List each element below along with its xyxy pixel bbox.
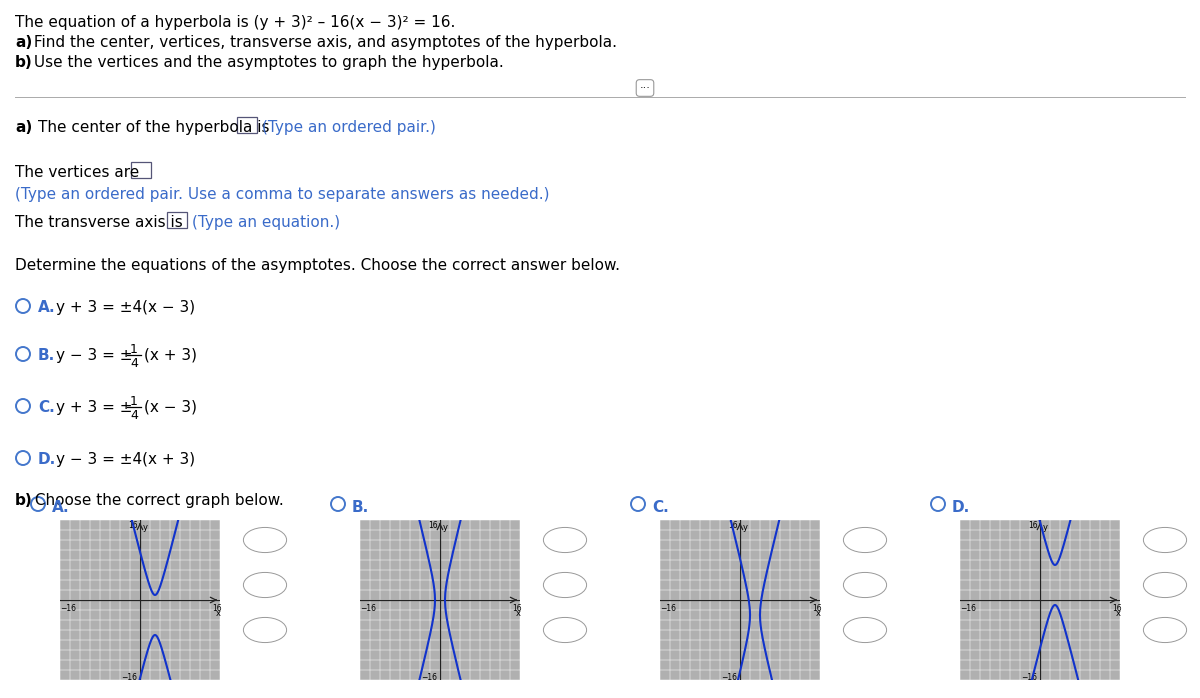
Text: y + 3 = ±: y + 3 = ± — [56, 400, 132, 415]
Text: (Type an equation.): (Type an equation.) — [192, 215, 340, 230]
Text: The equation of a hyperbola is (y + 3)² – 16(x − 3)² = 16.: The equation of a hyperbola is (y + 3)² … — [14, 15, 455, 30]
Text: 1: 1 — [130, 343, 138, 356]
Text: (x − 3): (x − 3) — [144, 400, 197, 415]
Text: C.: C. — [38, 400, 55, 415]
Text: Use the vertices and the asymptotes to graph the hyperbola.: Use the vertices and the asymptotes to g… — [29, 55, 504, 70]
Text: Determine the equations of the asymptotes. Choose the correct answer below.: Determine the equations of the asymptote… — [14, 258, 620, 273]
Text: y + 3 = ±4(x − 3): y + 3 = ±4(x − 3) — [56, 300, 196, 315]
Text: Find the center, vertices, transverse axis, and asymptotes of the hyperbola.: Find the center, vertices, transverse ax… — [29, 35, 617, 50]
Text: −16: −16 — [60, 604, 76, 613]
Text: The transverse axis is: The transverse axis is — [14, 215, 182, 230]
Text: a): a) — [14, 120, 32, 135]
Text: y: y — [743, 523, 748, 531]
Text: −16: −16 — [960, 604, 976, 613]
Text: y − 3 = ±4(x + 3): y − 3 = ±4(x + 3) — [56, 452, 196, 467]
Text: 16: 16 — [212, 604, 222, 613]
Text: 16: 16 — [1028, 521, 1038, 530]
Text: A.: A. — [52, 500, 70, 515]
Text: b): b) — [14, 493, 32, 508]
Text: (Type an ordered pair. Use a comma to separate answers as needed.): (Type an ordered pair. Use a comma to se… — [14, 187, 550, 202]
Text: D.: D. — [38, 452, 56, 467]
Text: y: y — [143, 523, 148, 531]
Text: 16: 16 — [512, 604, 522, 613]
Text: (Type an ordered pair.): (Type an ordered pair.) — [262, 120, 436, 135]
Text: 4: 4 — [130, 409, 138, 422]
Text: −16: −16 — [421, 672, 438, 681]
Text: C.: C. — [652, 500, 668, 515]
Bar — [238, 117, 257, 133]
Text: 16: 16 — [812, 604, 822, 613]
Text: −16: −16 — [121, 672, 138, 681]
Text: (x + 3): (x + 3) — [144, 348, 197, 363]
Text: y − 3 = ±: y − 3 = ± — [56, 348, 132, 363]
Text: 16: 16 — [728, 521, 738, 530]
Text: 4: 4 — [130, 357, 138, 370]
Text: a): a) — [14, 35, 32, 50]
Text: −16: −16 — [660, 604, 676, 613]
Text: 16: 16 — [1112, 604, 1122, 613]
Text: y: y — [443, 523, 448, 531]
Text: y: y — [1043, 523, 1048, 531]
Text: The center of the hyperbola is: The center of the hyperbola is — [38, 120, 270, 135]
Text: −16: −16 — [721, 672, 738, 681]
Text: −16: −16 — [360, 604, 376, 613]
Text: D.: D. — [952, 500, 971, 515]
Bar — [167, 212, 187, 228]
Text: x: x — [1116, 609, 1121, 618]
Text: 1: 1 — [130, 395, 138, 408]
Text: x: x — [816, 609, 821, 618]
Text: The vertices are: The vertices are — [14, 165, 139, 180]
Text: x: x — [216, 609, 221, 618]
Text: 16: 16 — [128, 521, 138, 530]
Bar — [131, 162, 151, 178]
Text: A.: A. — [38, 300, 55, 315]
Text: B.: B. — [352, 500, 370, 515]
Text: x: x — [516, 609, 521, 618]
Text: ···: ··· — [640, 83, 650, 93]
Text: Choose the correct graph below.: Choose the correct graph below. — [30, 493, 283, 508]
Text: 16: 16 — [428, 521, 438, 530]
Text: B.: B. — [38, 348, 55, 363]
Text: b): b) — [14, 55, 32, 70]
Text: −16: −16 — [1021, 672, 1038, 681]
